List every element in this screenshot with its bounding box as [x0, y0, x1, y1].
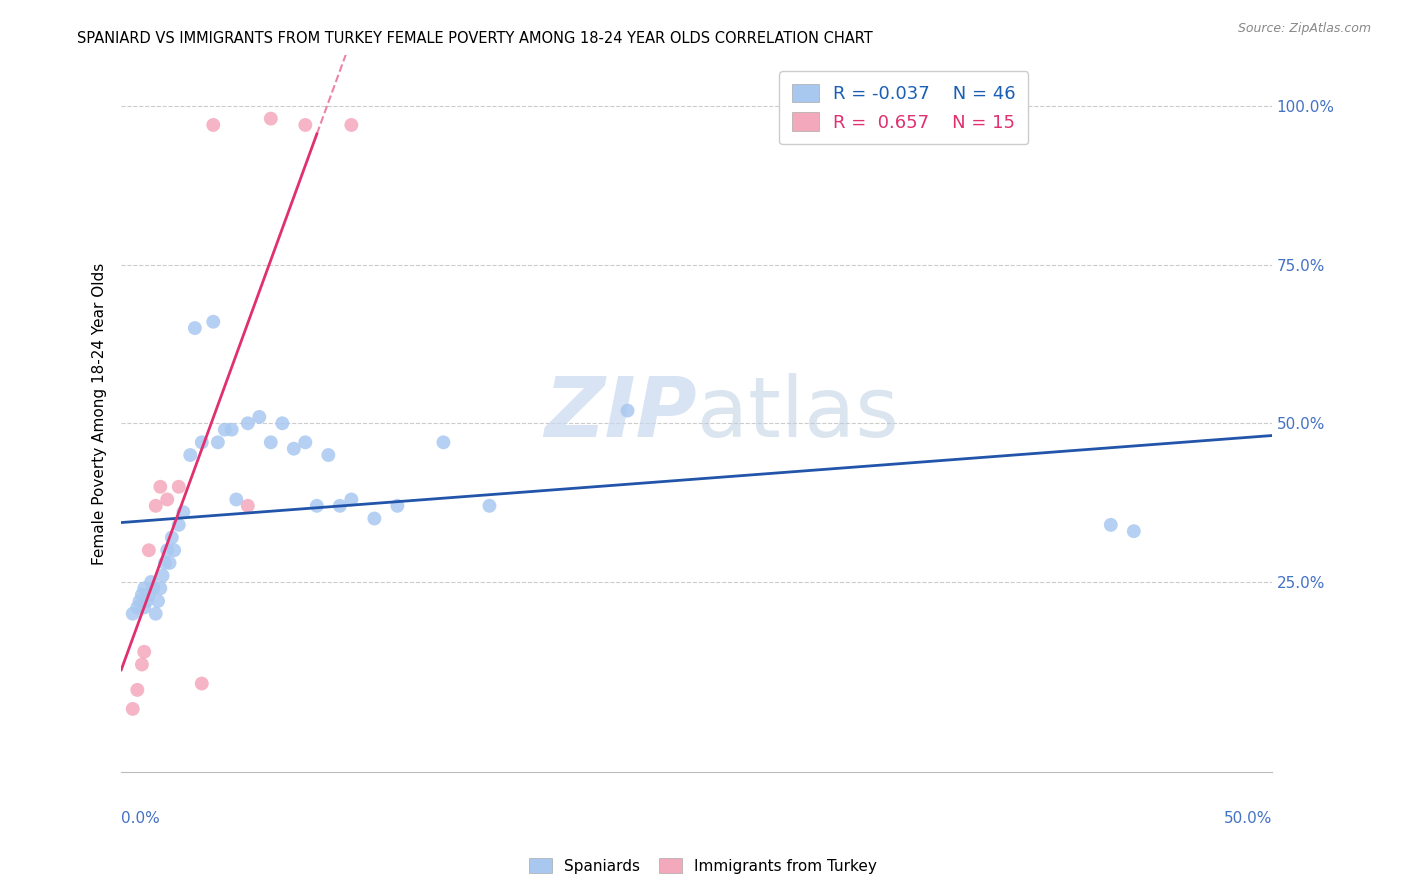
Point — [152, 568, 174, 582]
Point — [121, 607, 143, 621]
Text: 50.0%: 50.0% — [1223, 811, 1272, 826]
Point — [478, 499, 501, 513]
Point — [247, 409, 270, 424]
Point — [134, 645, 156, 659]
Point — [191, 676, 214, 690]
Point — [134, 582, 156, 596]
Point — [318, 448, 340, 462]
Point — [432, 435, 454, 450]
Point — [121, 702, 143, 716]
Point — [294, 435, 316, 450]
Text: 0.0%: 0.0% — [121, 811, 160, 826]
Point — [283, 442, 305, 456]
Point — [135, 594, 157, 608]
Point — [305, 499, 328, 513]
Text: SPANIARD VS IMMIGRANTS FROM TURKEY FEMALE POVERTY AMONG 18-24 YEAR OLDS CORRELAT: SPANIARD VS IMMIGRANTS FROM TURKEY FEMAL… — [77, 31, 873, 46]
Point — [149, 582, 172, 596]
Point — [236, 499, 259, 513]
Point — [184, 321, 207, 335]
Point — [131, 657, 153, 672]
Point — [294, 118, 316, 132]
Point — [202, 315, 225, 329]
Point — [340, 492, 363, 507]
Point — [207, 435, 229, 450]
Point — [172, 505, 194, 519]
Point — [146, 594, 169, 608]
Point — [225, 492, 247, 507]
Legend: Spaniards, Immigrants from Turkey: Spaniards, Immigrants from Turkey — [523, 852, 883, 880]
Legend: R = -0.037    N = 46, R =  0.657    N = 15: R = -0.037 N = 46, R = 0.657 N = 15 — [779, 71, 1028, 145]
Point — [159, 556, 181, 570]
Point — [329, 499, 352, 513]
Point — [271, 417, 294, 431]
Point — [167, 480, 190, 494]
Point — [156, 492, 179, 507]
Text: atlas: atlas — [696, 373, 898, 454]
Point — [139, 574, 162, 589]
Point — [153, 556, 176, 570]
Point — [260, 435, 283, 450]
Point — [260, 112, 283, 126]
Y-axis label: Female Poverty Among 18-24 Year Olds: Female Poverty Among 18-24 Year Olds — [93, 262, 107, 565]
Point — [160, 531, 183, 545]
Point — [127, 600, 149, 615]
Point — [156, 543, 179, 558]
Point — [221, 423, 243, 437]
Point — [128, 594, 150, 608]
Point — [167, 517, 190, 532]
Point — [363, 511, 385, 525]
Point — [214, 423, 236, 437]
Point — [202, 118, 225, 132]
Point — [1122, 524, 1144, 539]
Point — [142, 582, 165, 596]
Point — [340, 118, 363, 132]
Point — [138, 543, 160, 558]
Point — [163, 543, 186, 558]
Point — [179, 448, 201, 462]
Point — [127, 682, 149, 697]
Text: ZIP: ZIP — [544, 373, 696, 454]
Point — [1099, 517, 1122, 532]
Point — [236, 417, 259, 431]
Point — [149, 480, 172, 494]
Point — [138, 588, 160, 602]
Text: Source: ZipAtlas.com: Source: ZipAtlas.com — [1237, 22, 1371, 36]
Point — [145, 607, 167, 621]
Point — [191, 435, 214, 450]
Point — [616, 403, 638, 417]
Point — [145, 499, 167, 513]
Point — [387, 499, 409, 513]
Point — [134, 600, 156, 615]
Point — [131, 588, 153, 602]
